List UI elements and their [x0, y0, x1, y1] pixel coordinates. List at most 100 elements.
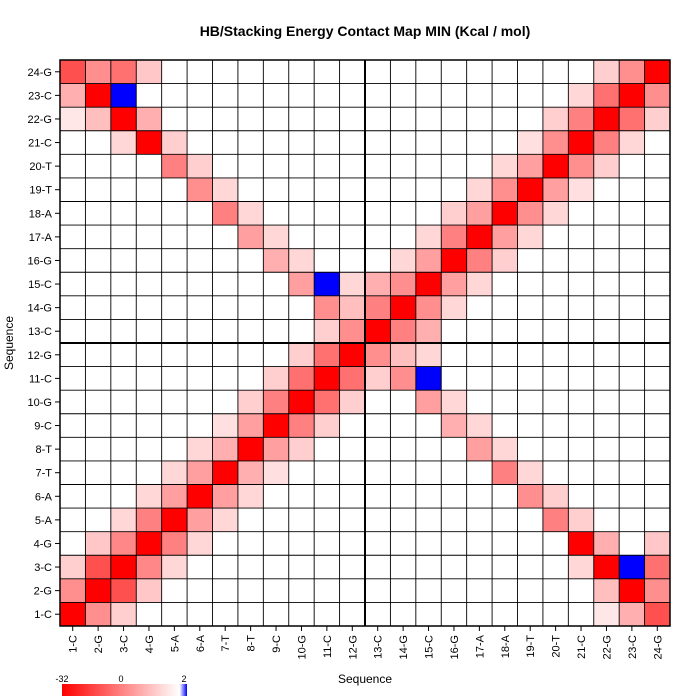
heatmap-cell [568, 154, 594, 178]
heatmap-cell [415, 248, 442, 273]
x-tick-label: 2-G [93, 635, 105, 653]
heatmap-cell [212, 437, 238, 461]
heatmap-cell [314, 272, 340, 296]
heatmap-cell [542, 107, 569, 131]
heatmap-cell [644, 578, 670, 603]
y-tick-label: 24-G [28, 67, 52, 79]
heatmap-cell [161, 508, 188, 532]
heatmap-cell [288, 366, 315, 391]
heatmap-cell [110, 130, 137, 155]
x-tick-label: 16-G [449, 635, 461, 659]
heatmap-cell [60, 107, 86, 131]
heatmap-cell [161, 460, 188, 485]
heatmap-cell [263, 413, 289, 438]
heatmap-cell [314, 343, 340, 367]
heatmap-cell [415, 343, 442, 367]
heatmap-cell [187, 437, 213, 461]
x-tick-label: 5-A [169, 634, 181, 652]
heatmap-cell [466, 225, 493, 249]
heatmap-cell [314, 390, 340, 414]
heatmap-cell [339, 295, 365, 320]
heatmap-cell [314, 366, 340, 391]
heatmap-cell [212, 484, 238, 509]
x-tick-label: 18-A [500, 634, 512, 658]
heatmap-cell [60, 83, 86, 108]
heatmap-cell [644, 107, 670, 131]
x-tick-label: 13-C [373, 635, 385, 659]
y-axis-ticks: 1-C 2-G 3-C 4-G 5-A 6-A 7-T 8-T 9-C 10-G 11-C 12-G 1… [28, 67, 60, 621]
heatmap-cell [441, 390, 467, 414]
heatmap-cell [161, 484, 188, 509]
heatmap-cell [619, 602, 645, 626]
heatmap-cell [466, 437, 493, 461]
heatmap-cell [85, 60, 111, 84]
x-tick-label: 6-A [195, 634, 207, 652]
heatmap-cell [619, 578, 645, 603]
y-tick-label: 12-G [28, 350, 52, 362]
heatmap-cell [492, 437, 518, 461]
heatmap-cell [85, 602, 111, 626]
heatmap-cell [593, 107, 620, 131]
heatmap-cell [110, 531, 137, 556]
y-tick-label: 15-C [28, 279, 52, 291]
heatmap-cell [85, 107, 111, 131]
heatmap-cell [237, 225, 264, 249]
heatmap-cell [212, 201, 238, 226]
x-tick-label: 7-T [220, 635, 232, 652]
y-tick-label: 2-G [34, 586, 52, 598]
x-tick-label: 12-G [347, 635, 359, 659]
heatmap-cell [466, 177, 493, 202]
heatmap-cell [593, 130, 620, 155]
heatmap-cell [517, 484, 543, 509]
heatmap-cell [110, 555, 137, 579]
heatmap-cell [441, 201, 467, 226]
heatmap-cell [365, 366, 391, 391]
y-tick-label: 6-A [35, 491, 53, 503]
heatmap-cell [136, 508, 162, 532]
heatmap-cell [415, 390, 442, 414]
heatmap-cell [136, 484, 162, 509]
heatmap-cell [466, 413, 493, 438]
heatmap-cell [110, 578, 137, 603]
y-tick-label: 1-C [34, 609, 52, 621]
heatmap-cell [568, 130, 594, 155]
heatmap-cell [542, 484, 569, 509]
x-tick-label: 17-A [474, 634, 486, 658]
x-tick-label: 15-C [424, 635, 436, 659]
heatmap-cell [187, 508, 213, 532]
heatmap-cell [619, 107, 645, 131]
heatmap-cell [212, 177, 238, 202]
heatmap-cell [288, 248, 315, 273]
y-tick-label: 7-T [36, 468, 53, 480]
heatmap-cell [365, 295, 391, 320]
x-tick-label: 9-C [271, 635, 283, 653]
x-tick-label: 22-G [601, 635, 613, 659]
heatmap-cell [466, 272, 493, 296]
heatmap-cell [593, 60, 620, 84]
heatmap-cell [568, 508, 594, 532]
heatmap-cell [212, 413, 238, 438]
y-tick-label: 20-T [29, 161, 52, 173]
heatmap-cell [60, 60, 86, 84]
heatmap-cell [288, 272, 315, 296]
heatmap-cell [517, 460, 543, 485]
x-tick-label: 24-G [652, 635, 664, 659]
heatmap-cell [314, 413, 340, 438]
heatmap-cell [85, 83, 111, 108]
heatmap-cell [492, 201, 518, 226]
heatmap-cell [110, 83, 137, 108]
heatmap-cell [365, 272, 391, 296]
heatmap-cell [161, 154, 188, 178]
heatmap-cell [644, 531, 670, 556]
y-tick-label: 5-A [35, 515, 53, 527]
y-tick-label: 4-G [34, 538, 52, 550]
heatmap-cell [644, 60, 670, 84]
heatmap-cell [619, 555, 645, 579]
heatmap-cell [390, 272, 416, 296]
heatmap-cell [542, 154, 569, 178]
x-tick-label: 3-C [119, 635, 131, 653]
heatmap-cell [593, 578, 620, 603]
heatmap-cell [314, 319, 340, 343]
heatmap-cells [60, 60, 670, 626]
